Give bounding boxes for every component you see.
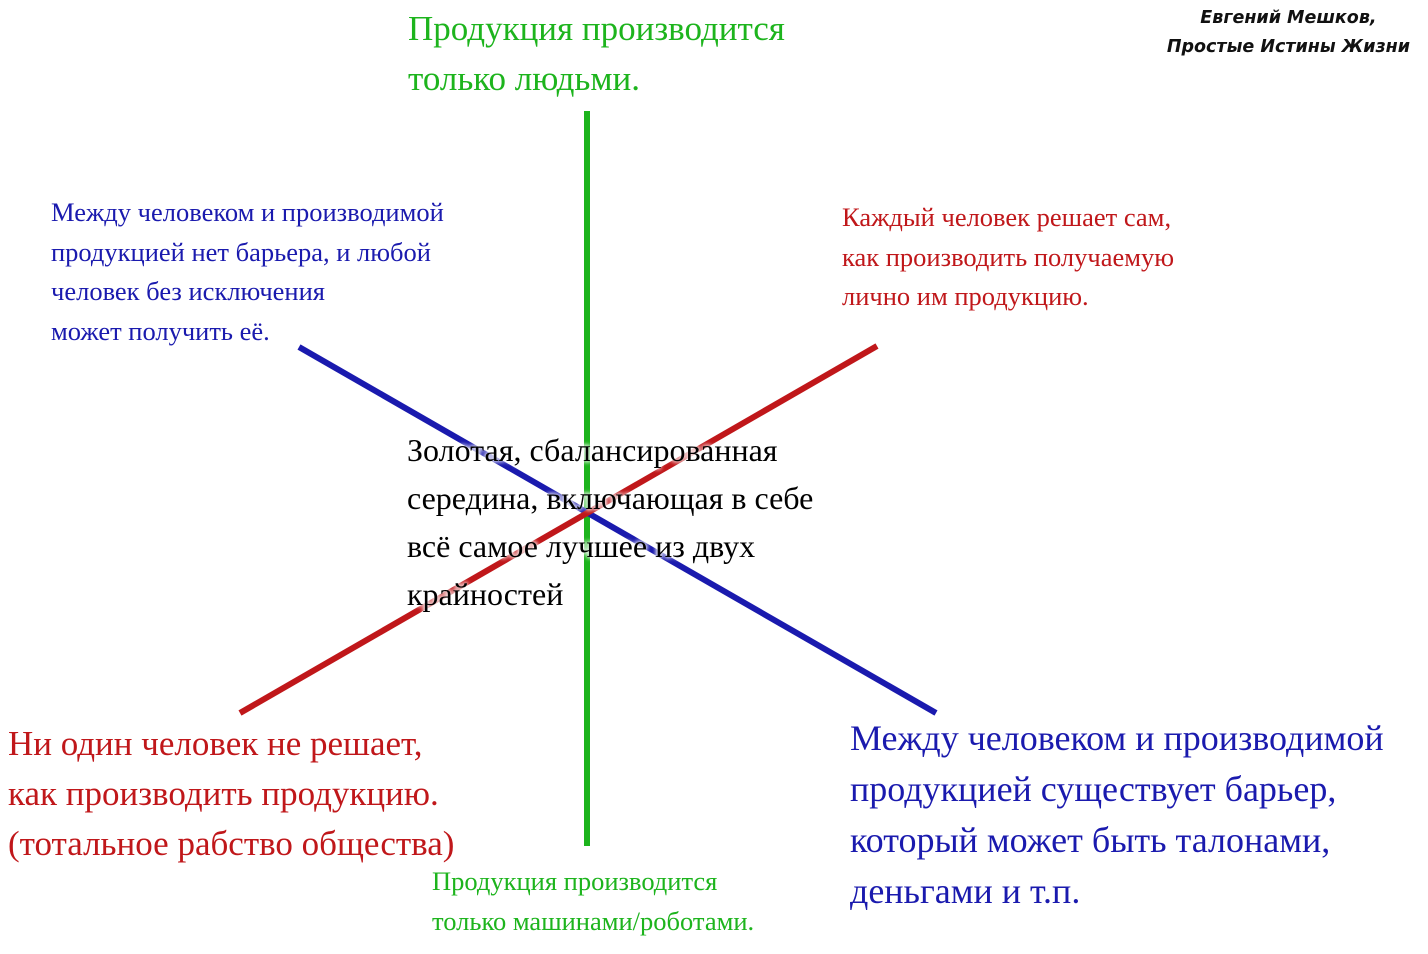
blue-axis-line [297, 344, 938, 716]
center-label: Золотая, сбалансированная середина, вклю… [407, 432, 814, 612]
green-axis-bottom-label: Продукция производится только машинами/р… [432, 866, 755, 936]
author-credit: Евгений Мешков, Простые Истины Жизни [1166, 8, 1410, 57]
red-axis-top-label: Каждый человек решает сам, как производи… [842, 202, 1175, 311]
red-axis-line [238, 343, 879, 716]
blue-axis-top-label: Между человеком и производимой продукцие… [51, 197, 444, 346]
green-axis-top-label: Продукция производится только людьми. [408, 9, 785, 98]
red-axis-bottom-label: Ни один человек не решает, как производи… [8, 724, 455, 863]
blue-axis-bottom-label: Между человеком и производимой продукцие… [850, 718, 1384, 911]
